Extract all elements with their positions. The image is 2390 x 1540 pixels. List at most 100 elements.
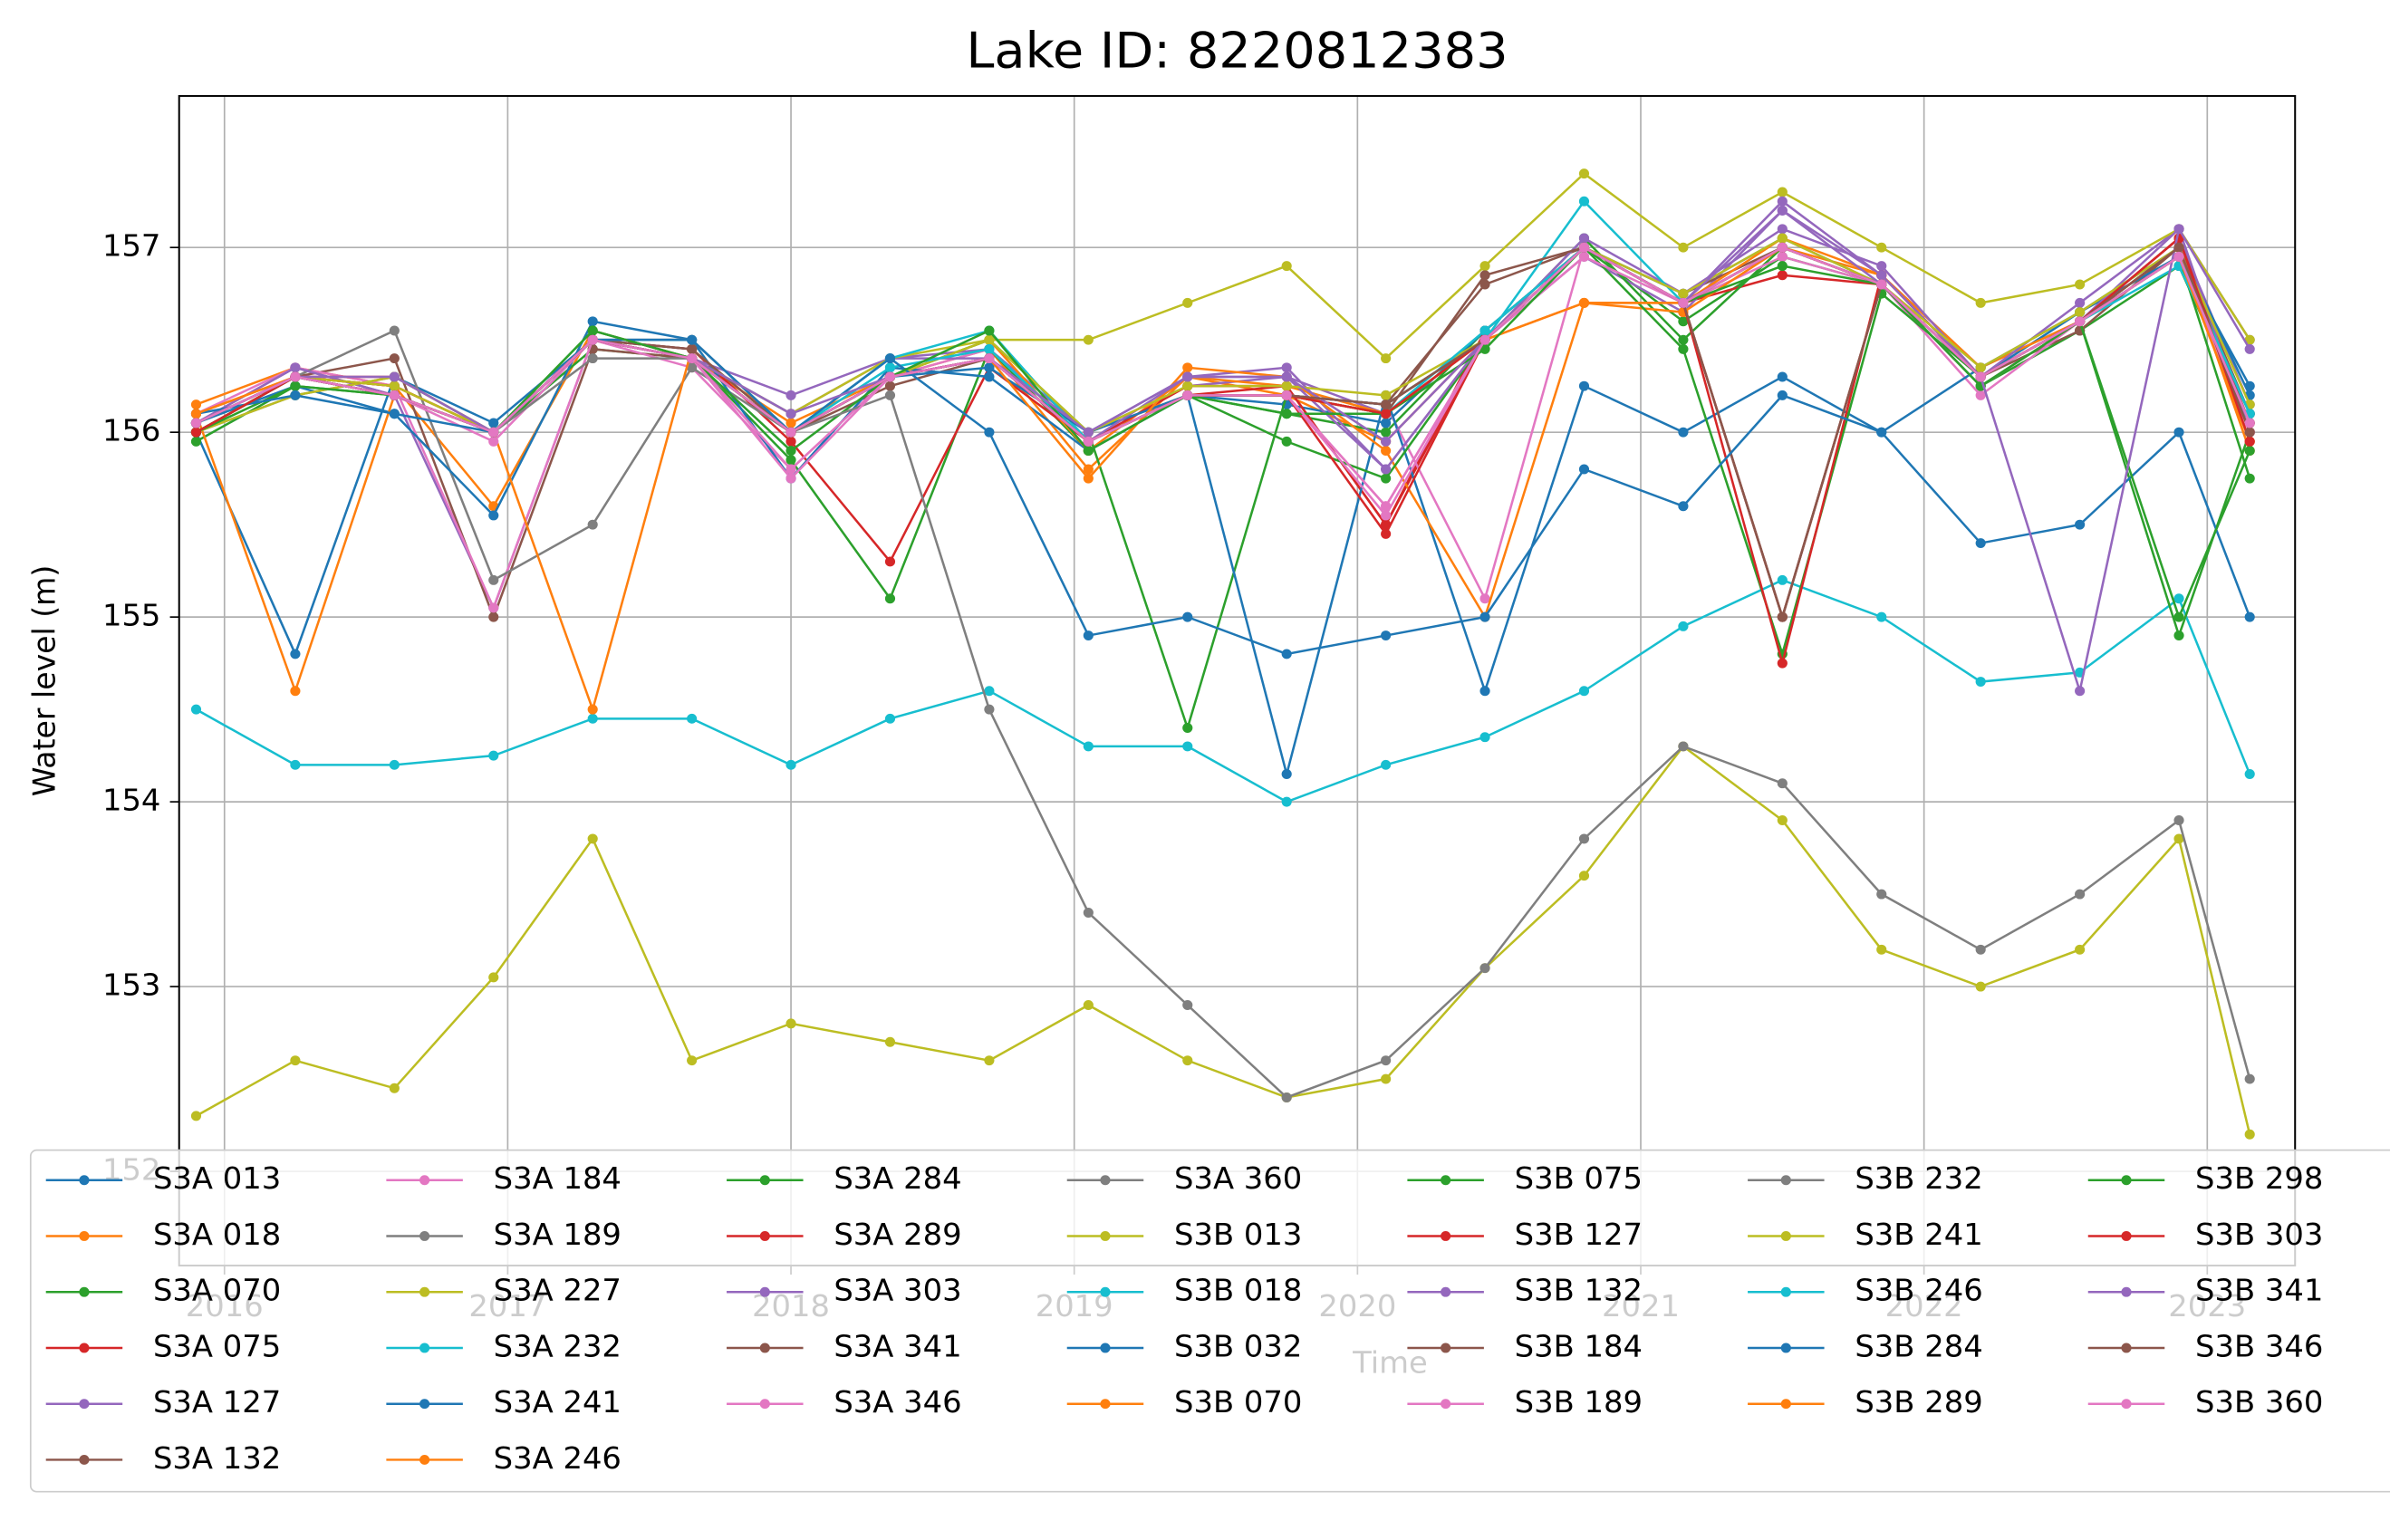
- legend-label: S3A 232: [494, 1329, 622, 1364]
- legend-label: S3A 189: [494, 1217, 622, 1252]
- plot-area: [190, 168, 2255, 1140]
- data-point: [1381, 1055, 1392, 1066]
- data-point: [190, 436, 202, 447]
- data-point: [1777, 251, 1788, 262]
- legend-label: S3B 346: [2195, 1329, 2323, 1364]
- legend-item: S3A 132: [45, 1440, 281, 1476]
- data-point: [2173, 427, 2184, 438]
- data-point: [884, 380, 896, 391]
- data-point: [488, 427, 499, 438]
- legend-marker: [759, 1343, 770, 1353]
- data-point: [2173, 815, 2184, 825]
- data-point: [389, 1083, 400, 1093]
- data-point: [2244, 343, 2255, 354]
- legend-marker: [1441, 1286, 1451, 1297]
- legend-marker: [759, 1399, 770, 1410]
- data-point: [1281, 362, 1292, 373]
- data-point: [1083, 908, 1094, 918]
- y-tick-label: 156: [102, 413, 160, 448]
- data-point: [984, 686, 995, 697]
- legend-label: S3A 303: [834, 1273, 961, 1308]
- legend-label: S3A 184: [494, 1160, 622, 1196]
- data-point: [2244, 418, 2255, 428]
- data-point: [190, 427, 202, 438]
- legend-label: S3B 232: [1855, 1160, 1982, 1196]
- data-point: [785, 409, 796, 419]
- data-point: [1975, 677, 1986, 687]
- data-point: [1381, 418, 1392, 428]
- data-point: [1876, 611, 1887, 622]
- data-point: [687, 1055, 698, 1066]
- data-point: [1678, 316, 1689, 327]
- legend-item: S3B 232: [1748, 1160, 1983, 1196]
- data-point: [290, 362, 301, 373]
- legend-item: S3A 360: [1066, 1160, 1302, 1196]
- legend-marker: [1441, 1343, 1451, 1353]
- legend-item: S3A 341: [727, 1329, 962, 1363]
- data-point: [1381, 446, 1392, 457]
- data-point: [1678, 427, 1689, 438]
- data-point: [2244, 427, 2255, 438]
- data-point: [984, 362, 995, 373]
- data-point: [587, 334, 598, 345]
- data-point: [1578, 297, 1590, 308]
- data-point: [1281, 261, 1292, 272]
- legend-label: S3A 127: [153, 1384, 281, 1420]
- legend-marker: [2121, 1231, 2132, 1241]
- legend-item: S3B 360: [2087, 1384, 2323, 1420]
- legend-item: S3B 303: [2087, 1217, 2323, 1252]
- data-point: [587, 353, 598, 364]
- data-point: [1381, 528, 1392, 539]
- data-point: [1678, 501, 1689, 512]
- data-point: [984, 371, 995, 382]
- data-point: [687, 343, 698, 354]
- data-point: [785, 473, 796, 484]
- legend-label: S3B 241: [1855, 1217, 1982, 1252]
- data-point: [389, 353, 400, 364]
- data-point: [1777, 196, 1788, 207]
- data-point: [1578, 871, 1590, 881]
- legend-label: S3B 298: [2195, 1160, 2323, 1196]
- legend-item: S3A 075: [45, 1329, 281, 1363]
- data-point: [2075, 307, 2086, 318]
- y-tick-label: 155: [102, 598, 160, 633]
- data-point: [190, 704, 202, 715]
- data-point: [1381, 501, 1392, 512]
- data-point: [1281, 436, 1292, 447]
- data-point: [1381, 436, 1392, 447]
- data-point: [1777, 371, 1788, 382]
- legend-item: S3B 241: [1748, 1217, 1983, 1252]
- data-point: [1083, 446, 1094, 457]
- data-point: [587, 519, 598, 530]
- data-point: [2075, 316, 2086, 327]
- data-point: [1083, 473, 1094, 484]
- legend-item: S3B 289: [1748, 1384, 1983, 1420]
- legend-label: S3B 032: [1174, 1329, 1302, 1364]
- data-point: [1876, 270, 1887, 281]
- legend-marker: [759, 1286, 770, 1297]
- data-point: [1777, 242, 1788, 253]
- data-point: [1777, 270, 1788, 281]
- data-point: [1975, 371, 1986, 382]
- data-point: [1381, 353, 1392, 364]
- data-point: [190, 409, 202, 419]
- legend-label: S3A 346: [834, 1384, 961, 1420]
- legend-marker: [2121, 1286, 2132, 1297]
- data-point: [785, 436, 796, 447]
- data-point: [1777, 261, 1788, 272]
- data-point: [1281, 380, 1292, 391]
- data-point: [1083, 1000, 1094, 1010]
- legend-label: S3B 018: [1174, 1273, 1302, 1308]
- data-point: [290, 686, 301, 697]
- legend-item: S3B 189: [1407, 1384, 1643, 1420]
- legend-label: S3A 018: [153, 1217, 281, 1252]
- data-point: [389, 759, 400, 770]
- data-point: [687, 713, 698, 724]
- data-point: [1578, 168, 1590, 179]
- data-point: [1975, 297, 1986, 308]
- legend-marker: [1100, 1286, 1111, 1297]
- data-point: [1479, 334, 1490, 345]
- data-point: [1182, 297, 1193, 308]
- legend-marker: [759, 1175, 770, 1186]
